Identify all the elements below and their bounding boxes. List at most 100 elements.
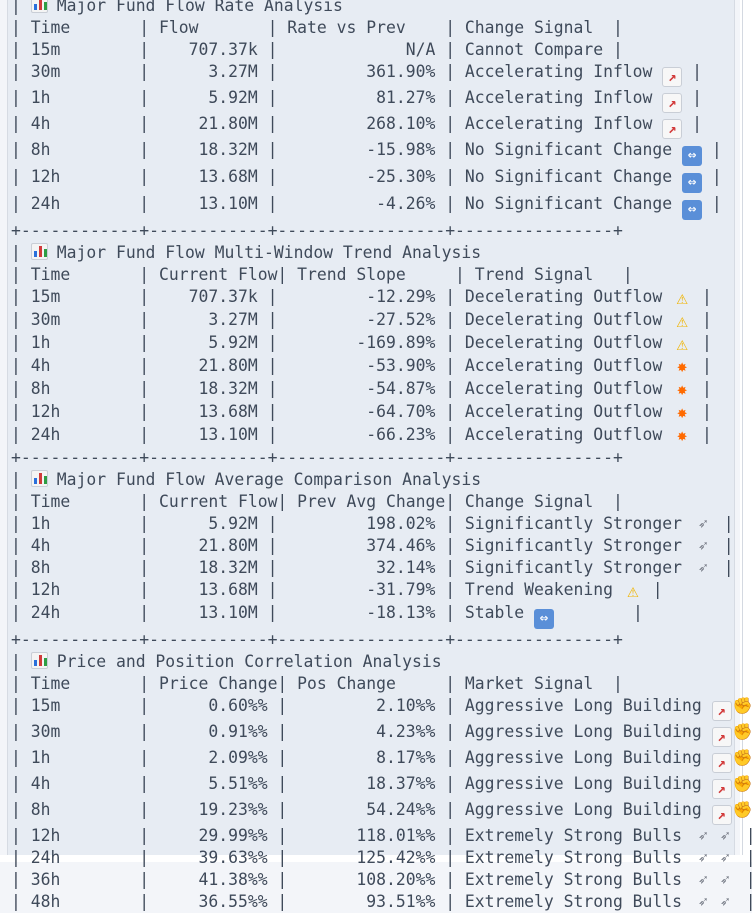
row-text: | 30m | 3.27M | -27.52% | Decelerating O… bbox=[11, 310, 673, 329]
row-tail: | bbox=[745, 892, 752, 911]
terminal-output-panel bbox=[7, 0, 735, 856]
row-text: | 8h | 18.32M | 32.14% | Significantly S… bbox=[11, 558, 692, 577]
warning-icon: ⚠ bbox=[676, 287, 688, 309]
left-right-arrow-icon: ⇔ bbox=[682, 146, 703, 166]
table-row: | 24h | 13.10M | -66.23% | Accelerating … bbox=[11, 425, 712, 446]
table-row: | 15m | 707.37k | N/A | Cannot Compare | bbox=[11, 40, 623, 59]
chart-increasing-icon: ↗ bbox=[662, 119, 683, 139]
table-row: | 24h | 39.63%% | 125.42%% | Extremely S… bbox=[11, 848, 752, 867]
row-tail: | bbox=[745, 870, 752, 889]
left-right-arrow-icon: ⇔ bbox=[682, 173, 703, 193]
row-text: | 30m | 0.91%% | 4.23%% | Aggressive Lon… bbox=[11, 722, 712, 741]
row-text: | 1h | 5.92M | 81.27% | Accelerating Inf… bbox=[11, 88, 663, 107]
warning-icon: ⚠ bbox=[627, 580, 639, 602]
collision-icon: ✸ bbox=[677, 357, 688, 377]
section-title: Major Fund Flow Rate Analysis bbox=[56, 0, 343, 15]
rocket-icon: ➶ bbox=[698, 558, 708, 577]
terminal-text: | Major Fund Flow Rate Analysis | Time |… bbox=[11, 0, 752, 913]
row-tail: | bbox=[745, 826, 752, 845]
rocket-icon: ➶ bbox=[698, 892, 708, 911]
row-text: | 15m | 707.37k | -12.29% | Decelerating… bbox=[11, 287, 673, 306]
row-text: | 12h | 29.99%% | 118.01%% | Extremely S… bbox=[11, 826, 692, 845]
scrollbar-track[interactable] bbox=[740, 0, 752, 862]
scrollbar-divider bbox=[742, 0, 743, 862]
row-tail: | bbox=[713, 536, 734, 555]
table-row: | 12h | 13.68M | -25.30% | No Significan… bbox=[11, 167, 722, 193]
section-title: Major Fund Flow Average Comparison Analy… bbox=[56, 470, 482, 489]
table-row: | 30m | 3.27M | 361.90% | Accelerating I… bbox=[11, 62, 702, 87]
table-border: +------------+------------+-------------… bbox=[11, 448, 623, 467]
row-text: | 12h | 13.68M | -25.30% | No Significan… bbox=[11, 167, 683, 186]
table-header: | Time | Price Change| Pos Change | Mark… bbox=[11, 674, 623, 693]
chart-increasing-icon: ↗ bbox=[662, 93, 683, 113]
table-border: +------------+------------+-------------… bbox=[11, 221, 623, 240]
rocket-icon: ➶ bbox=[720, 848, 730, 867]
chart-increasing-icon: ↗ bbox=[711, 779, 732, 799]
table-row: | 4h | 21.80M | -53.90% | Accelerating O… bbox=[11, 356, 712, 377]
row-text: | 12h | 13.68M | -31.79% | Trend Weakeni… bbox=[11, 580, 623, 599]
row-text: | 30m | 3.27M | 361.90% | Accelerating I… bbox=[11, 62, 663, 81]
table-header: | Time | Current Flow| Trend Slope | Tre… bbox=[11, 265, 633, 284]
row-tail: | bbox=[682, 114, 703, 133]
row-tail: | bbox=[692, 425, 712, 444]
left-right-arrow-icon: ⇔ bbox=[534, 609, 555, 629]
row-tail: | bbox=[692, 333, 712, 352]
table-row: | 36h | 41.38%% | 108.20%% | Extremely S… bbox=[11, 870, 752, 889]
chart-increasing-icon: ↗ bbox=[711, 753, 732, 773]
row-tail: | bbox=[692, 356, 712, 375]
table-row: | 12h | 29.99%% | 118.01%% | Extremely S… bbox=[11, 826, 752, 845]
table-row: | 12h | 13.68M | -31.79% | Trend Weakeni… bbox=[11, 580, 663, 602]
section-title-line: | Major Fund Flow Rate Analysis bbox=[11, 0, 343, 15]
row-tail: | bbox=[745, 848, 752, 867]
row-tail: | bbox=[554, 603, 643, 622]
rocket-icon: ➶ bbox=[698, 536, 708, 555]
flexed-biceps-icon: ✊ bbox=[732, 774, 752, 793]
row-text: | 15m | 0.60%% | 2.10%% | Aggressive Lon… bbox=[11, 696, 712, 715]
section-title-line: | Major Fund Flow Average Comparison Ana… bbox=[11, 470, 482, 489]
row-tail: | bbox=[702, 167, 722, 186]
table-row: | 8h | 18.32M | 32.14% | Significantly S… bbox=[11, 558, 734, 577]
warning-icon: ⚠ bbox=[676, 310, 688, 332]
chart-increasing-icon: ↗ bbox=[711, 805, 732, 825]
row-text: | 4h | 21.80M | 268.10% | Accelerating I… bbox=[11, 114, 663, 133]
row-text: | 4h | 21.80M | 374.46% | Significantly … bbox=[11, 536, 692, 555]
table-row: | 8h | 18.32M | -15.98% | No Significant… bbox=[11, 140, 722, 166]
collision-icon: ✸ bbox=[677, 426, 688, 446]
row-text: | 24h | 39.63%% | 125.42%% | Extremely S… bbox=[11, 848, 692, 867]
collision-icon: ✸ bbox=[677, 380, 688, 400]
table-row: | 30m | 0.91%% | 4.23%% | Aggressive Lon… bbox=[11, 722, 752, 747]
row-text: | 1h | 5.92M | 198.02% | Significantly S… bbox=[11, 514, 692, 533]
row-tail: | bbox=[642, 580, 663, 599]
row-text: | 24h | 13.10M | -66.23% | Accelerating … bbox=[11, 425, 673, 444]
table-row: | 24h | 13.10M | -4.26% | No Significant… bbox=[11, 194, 722, 220]
row-tail: | bbox=[682, 88, 703, 107]
table-row: | 15m | 0.60%% | 2.10%% | Aggressive Lon… bbox=[11, 696, 752, 721]
flexed-biceps-icon: ✊ bbox=[732, 800, 752, 819]
table-header: | Time | Current Flow| Prev Avg Change| … bbox=[11, 492, 623, 511]
table-row: | 1h | 5.92M | -169.89% | Decelerating O… bbox=[11, 333, 712, 355]
row-text: | 8h | 18.32M | -15.98% | No Significant… bbox=[11, 140, 683, 159]
row-text: | 4h | 21.80M | -53.90% | Accelerating O… bbox=[11, 356, 673, 375]
row-text: | 8h | 18.32M | -54.87% | Accelerating O… bbox=[11, 379, 673, 398]
rocket-icon: ➶ bbox=[720, 826, 730, 845]
row-text: | 4h | 5.51%% | 18.37%% | Aggressive Lon… bbox=[11, 774, 712, 793]
row-text: | 48h | 36.55%% | 93.51%% | Extremely St… bbox=[11, 892, 692, 911]
row-text: | 1h | 2.09%% | 8.17%% | Aggressive Long… bbox=[11, 748, 712, 767]
table-row: | 4h | 21.80M | 268.10% | Accelerating I… bbox=[11, 114, 703, 139]
table-row: | 4h | 5.51%% | 18.37%% | Aggressive Lon… bbox=[11, 774, 752, 799]
bar-chart-icon bbox=[30, 243, 48, 260]
row-text: | 1h | 5.92M | -169.89% | Decelerating O… bbox=[11, 333, 673, 352]
section-title: Major Fund Flow Multi-Window Trend Analy… bbox=[56, 243, 482, 262]
bar-chart-icon bbox=[30, 0, 48, 13]
row-tail: | bbox=[692, 402, 712, 421]
row-text: | 12h | 13.68M | -64.70% | Accelerating … bbox=[11, 402, 673, 421]
flexed-biceps-icon: ✊ bbox=[732, 696, 752, 715]
table-row: | 1h | 2.09%% | 8.17%% | Aggressive Long… bbox=[11, 748, 752, 773]
rocket-icon: ➶ bbox=[698, 826, 708, 845]
row-text: | 15m | 707.37k | N/A | Cannot Compare | bbox=[11, 40, 623, 59]
table-row: | 12h | 13.68M | -64.70% | Accelerating … bbox=[11, 402, 712, 423]
table-row: | 8h | 19.23%% | 54.24%% | Aggressive Lo… bbox=[11, 800, 752, 825]
table-row: | 15m | 707.37k | -12.29% | Decelerating… bbox=[11, 287, 712, 309]
table-row: | 24h | 13.10M | -18.13% | Stable ⇔ | bbox=[11, 603, 643, 629]
row-text: | 24h | 13.10M | -4.26% | No Significant… bbox=[11, 194, 683, 213]
